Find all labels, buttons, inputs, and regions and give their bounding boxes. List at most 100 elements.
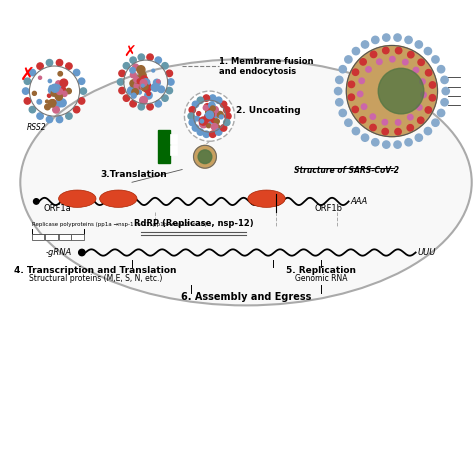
Circle shape: [336, 76, 343, 83]
Circle shape: [123, 95, 129, 101]
Circle shape: [220, 125, 227, 131]
Circle shape: [141, 76, 147, 83]
Circle shape: [438, 65, 445, 73]
Circle shape: [52, 88, 56, 93]
Circle shape: [22, 88, 29, 94]
Circle shape: [359, 78, 365, 83]
Circle shape: [415, 134, 422, 141]
Circle shape: [130, 80, 137, 87]
Circle shape: [188, 113, 194, 119]
Circle shape: [53, 93, 56, 97]
Circle shape: [132, 93, 135, 96]
Bar: [46, 234, 58, 240]
Circle shape: [132, 89, 138, 95]
Circle shape: [154, 79, 160, 86]
Circle shape: [138, 54, 145, 60]
Circle shape: [37, 100, 42, 104]
Circle shape: [345, 56, 352, 63]
Circle shape: [383, 34, 390, 41]
Circle shape: [145, 81, 147, 84]
Circle shape: [206, 115, 210, 120]
Circle shape: [130, 100, 137, 107]
Text: RdRP (Replicase, nsp-12): RdRP (Replicase, nsp-12): [134, 219, 254, 228]
Text: ORF1a: ORF1a: [43, 204, 71, 213]
Circle shape: [377, 59, 382, 64]
Circle shape: [209, 113, 214, 118]
Circle shape: [47, 94, 51, 97]
Circle shape: [123, 63, 129, 69]
Circle shape: [206, 110, 212, 117]
Circle shape: [135, 88, 139, 92]
Circle shape: [415, 41, 422, 48]
Circle shape: [432, 56, 439, 63]
Circle shape: [139, 72, 146, 79]
Circle shape: [57, 82, 61, 86]
Circle shape: [130, 72, 136, 78]
Circle shape: [58, 72, 63, 76]
Circle shape: [208, 109, 215, 117]
Circle shape: [200, 119, 208, 128]
Circle shape: [225, 113, 231, 119]
Circle shape: [395, 128, 401, 135]
Circle shape: [204, 113, 210, 119]
Circle shape: [429, 95, 436, 101]
Circle shape: [144, 82, 151, 90]
Circle shape: [395, 47, 402, 54]
Circle shape: [372, 138, 379, 146]
Circle shape: [200, 119, 203, 123]
Circle shape: [78, 78, 85, 84]
Circle shape: [432, 119, 439, 127]
Circle shape: [408, 52, 414, 58]
Circle shape: [394, 34, 401, 41]
Circle shape: [29, 107, 36, 113]
Bar: [59, 234, 72, 240]
Circle shape: [208, 106, 213, 111]
Circle shape: [442, 87, 449, 95]
Circle shape: [211, 118, 215, 122]
Circle shape: [418, 59, 424, 65]
Circle shape: [137, 66, 145, 74]
Circle shape: [407, 125, 413, 131]
Circle shape: [207, 114, 212, 119]
Circle shape: [339, 109, 346, 117]
Circle shape: [395, 119, 401, 125]
Circle shape: [383, 141, 390, 148]
Circle shape: [46, 116, 53, 123]
Circle shape: [382, 128, 388, 135]
Circle shape: [352, 47, 360, 55]
Circle shape: [55, 81, 61, 86]
Text: ORF1b: ORF1b: [314, 204, 342, 213]
Circle shape: [207, 113, 212, 119]
Circle shape: [56, 89, 63, 94]
Circle shape: [137, 79, 142, 83]
Text: UUU: UUU: [418, 248, 436, 257]
Circle shape: [142, 83, 148, 90]
Circle shape: [418, 117, 424, 124]
Text: 2. Uncoating: 2. Uncoating: [236, 106, 301, 115]
Circle shape: [55, 86, 59, 90]
Circle shape: [219, 115, 223, 119]
Text: -gRNA: -gRNA: [46, 248, 72, 257]
Text: RSS2: RSS2: [27, 123, 46, 132]
Circle shape: [50, 85, 57, 92]
Circle shape: [207, 109, 214, 116]
Circle shape: [372, 36, 379, 44]
Circle shape: [189, 107, 195, 113]
Circle shape: [210, 131, 216, 137]
Circle shape: [143, 81, 148, 87]
Circle shape: [142, 79, 150, 86]
Circle shape: [155, 100, 162, 107]
Circle shape: [53, 87, 59, 92]
Circle shape: [140, 83, 146, 89]
Circle shape: [54, 91, 58, 96]
Circle shape: [119, 87, 125, 94]
Circle shape: [357, 91, 363, 97]
Circle shape: [118, 79, 124, 85]
Circle shape: [162, 63, 168, 69]
Circle shape: [52, 88, 59, 96]
Circle shape: [147, 92, 150, 95]
Circle shape: [360, 59, 366, 65]
Circle shape: [361, 134, 369, 141]
Circle shape: [52, 90, 55, 93]
Circle shape: [51, 84, 59, 92]
